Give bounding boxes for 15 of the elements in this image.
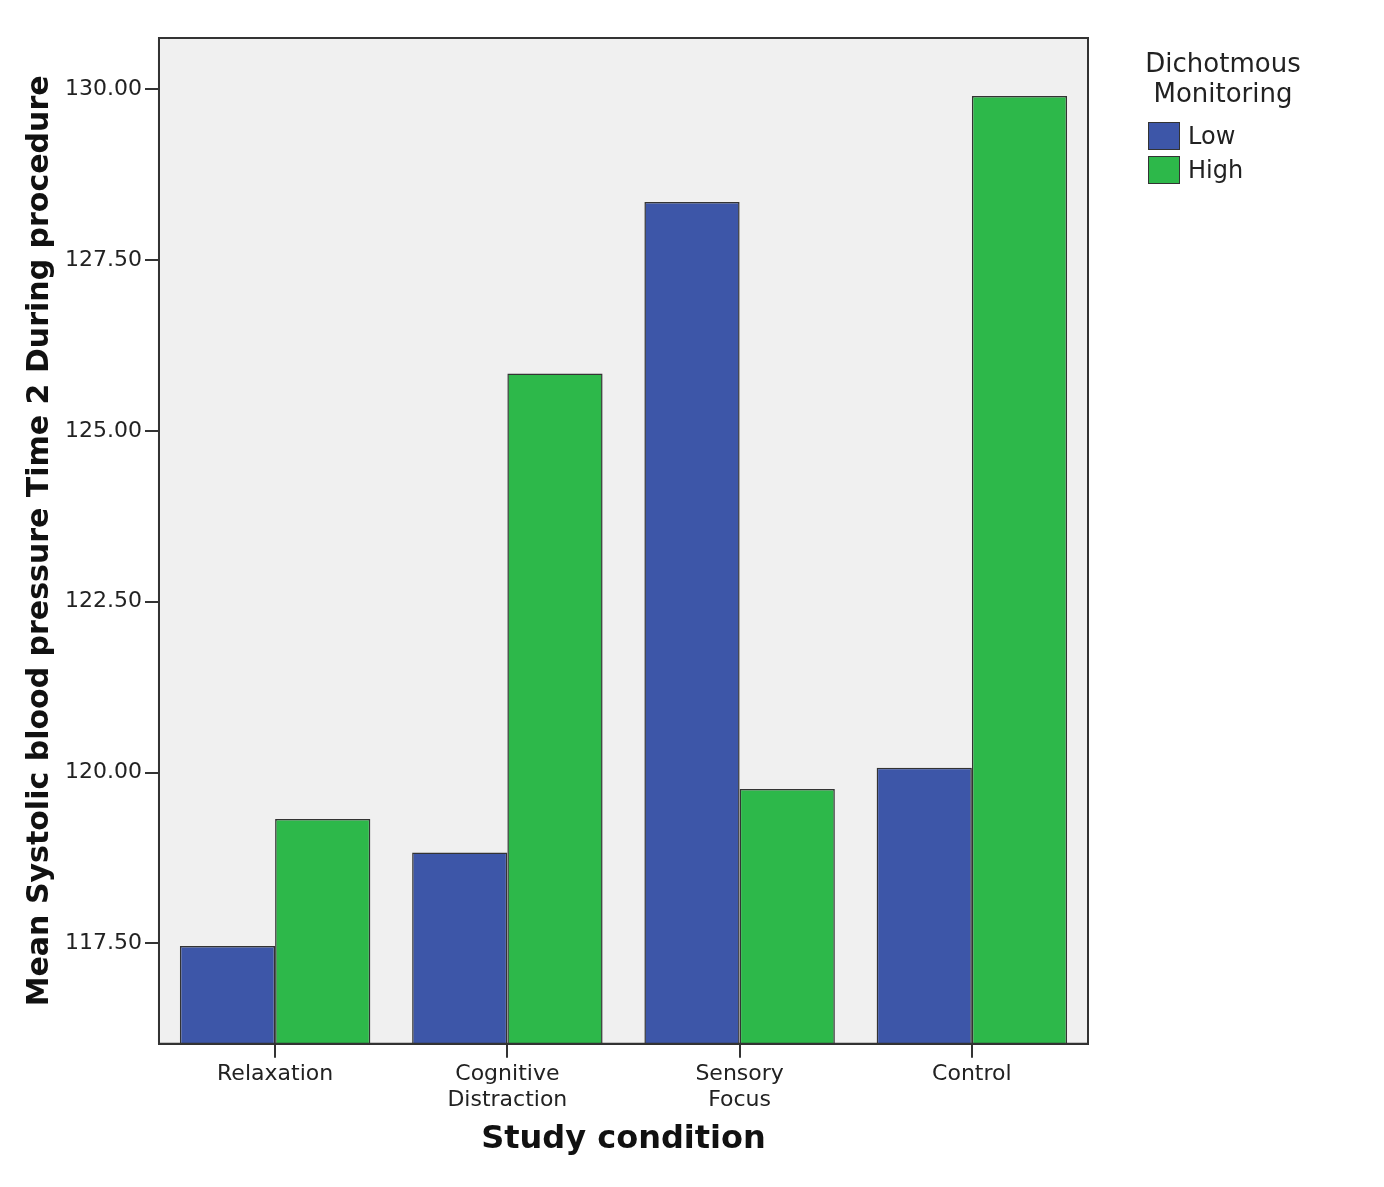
y-tick-label: 130.00 xyxy=(64,74,142,100)
x-tick-label: Cognitive Distraction xyxy=(447,1059,568,1112)
x-tick-label: Sensory Focus xyxy=(695,1059,784,1112)
y-tick-label: 125.00 xyxy=(64,416,142,442)
y-tick-label: 120.00 xyxy=(64,758,142,784)
y-tick-label: 122.50 xyxy=(64,587,142,613)
x-axis-title: Study condition xyxy=(481,1118,766,1157)
legend-label: High xyxy=(1188,156,1244,184)
x-tick-label: Control xyxy=(932,1059,1012,1085)
y-tick-label: 127.50 xyxy=(64,245,142,271)
y-tick-label: 117.50 xyxy=(64,929,142,955)
legend-label: Low xyxy=(1188,122,1236,150)
legend-title: Dichotmous Monitoring xyxy=(1144,48,1302,108)
y-axis-title: Mean Systolic blood pressure Time 2 During procedure xyxy=(19,75,55,1007)
x-tick-label: Relaxation xyxy=(217,1059,334,1085)
